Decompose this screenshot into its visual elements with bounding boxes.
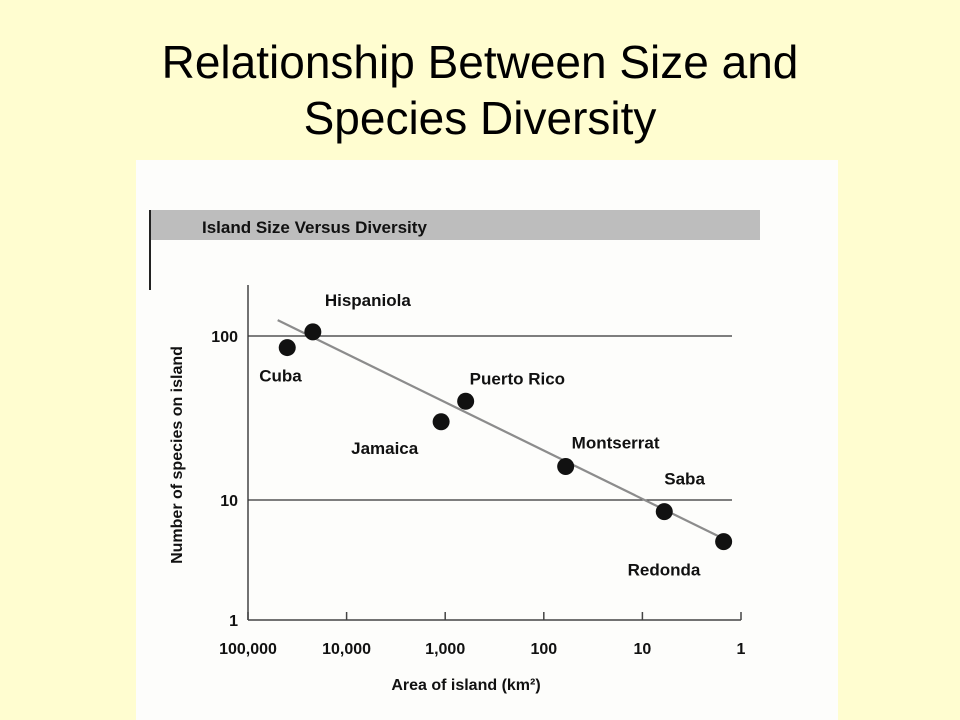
- data-point-redonda: [715, 533, 733, 551]
- data-points: [278, 323, 733, 551]
- y-tick-label: 1: [229, 613, 238, 630]
- point-label-saba: Saba: [664, 470, 705, 489]
- point-label-jamaica: Jamaica: [351, 439, 419, 458]
- chart-svg: Island Size Versus Diversity Number of s…: [149, 210, 760, 694]
- chart-figure: Island Size Versus Diversity Number of s…: [136, 160, 838, 720]
- slide-title-line-2: Species Diversity: [303, 92, 657, 144]
- trend-line-group: [277, 319, 719, 538]
- point-label-puerto-rico: Puerto Rico: [470, 369, 565, 388]
- point-labels: Cuba Hispaniola Jamaica Puerto Rico Montserr…: [259, 291, 705, 580]
- x-tick-label: 1: [737, 641, 746, 658]
- x-tick-label: 100,000: [219, 641, 277, 658]
- data-point-puerto-rico: [457, 392, 475, 410]
- data-point-hispaniola: [304, 323, 322, 341]
- point-label-montserrat: Montserrat: [572, 434, 660, 453]
- point-label-hispaniola: Hispaniola: [325, 291, 412, 310]
- x-axis-title: Area of island (km²): [391, 677, 540, 694]
- chart-title: Island Size Versus Diversity: [202, 218, 427, 237]
- trend-line: [277, 319, 719, 538]
- data-point-montserrat: [557, 458, 575, 476]
- chart-header-band: [150, 210, 760, 240]
- slide-title: Relationship Between Size and Species Di…: [0, 34, 960, 146]
- point-label-redonda: Redonda: [628, 561, 701, 580]
- data-point-cuba: [278, 339, 296, 357]
- x-tick-label: 100: [530, 641, 557, 658]
- axis-ticks: 1 10 100 100,000 10,000 1,000 100 10 1: [211, 329, 745, 658]
- x-tick-label: 10,000: [322, 641, 371, 658]
- slide-title-line-1: Relationship Between Size and: [161, 36, 799, 88]
- point-label-cuba: Cuba: [259, 367, 302, 386]
- grid-lines: [248, 335, 732, 501]
- data-point-saba: [655, 503, 673, 521]
- y-axis-title: Number of species on island: [169, 346, 186, 564]
- data-point-jamaica: [432, 413, 450, 431]
- x-tick-label: 10: [634, 641, 652, 658]
- y-tick-label: 10: [220, 493, 238, 510]
- y-tick-label: 100: [211, 329, 238, 346]
- x-tick-label: 1,000: [425, 641, 465, 658]
